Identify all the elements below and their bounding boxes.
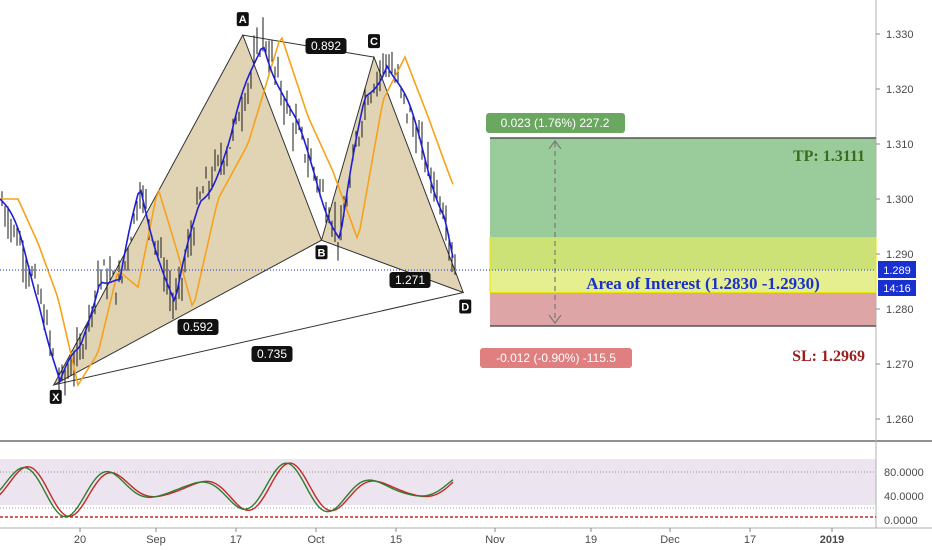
pattern-bcd[interactable] [320, 55, 465, 294]
ratio-label-xb: 0.592 [183, 320, 213, 334]
point-label-d-bg [459, 299, 472, 314]
time-tick-label: 15 [390, 534, 402, 546]
moving-averages [0, 36, 454, 387]
stochastic-series [0, 462, 876, 518]
stoch-tick-label: 40.0000 [884, 491, 924, 503]
long-position-tool[interactable] [489, 137, 877, 327]
ratio-label-xb-bg [177, 319, 219, 335]
sl-zone[interactable] [490, 292, 876, 327]
time-tick-label: Dec [660, 534, 680, 546]
ratio-label-xd: 0.735 [257, 347, 287, 361]
ma-fast-line [0, 46, 454, 384]
sl-stat-badge [480, 348, 632, 368]
price-tick-label: 1.300 [886, 194, 914, 206]
stoch-k-line [0, 462, 454, 518]
point-label-c: C [370, 36, 378, 48]
time-tick-label: Sep [146, 534, 166, 546]
arrow-head-down [548, 314, 562, 325]
stoch-band [0, 459, 876, 505]
countdown-value: 14:16 [883, 283, 911, 295]
time-tick-label: 2019 [820, 534, 844, 546]
axes: 1.330 1.320 1.310 1.300 1.290 1.280 1.270 1.260… [74, 29, 924, 546]
price-tick-label: 1.290 [886, 249, 914, 261]
ratio-label-ac-bg [305, 38, 347, 54]
pattern-xd-line[interactable] [53, 292, 464, 386]
ratio-label-ac: 0.892 [311, 39, 341, 53]
time-tick-label: 19 [585, 534, 597, 546]
time-tick-label: Nov [485, 534, 505, 546]
time-tick-label: Oct [307, 534, 324, 546]
countdown-badge [878, 280, 916, 296]
time-tick-label: 17 [744, 534, 756, 546]
time-tick-label: 17 [230, 534, 242, 546]
sl-label: SL: 1.2969 [792, 348, 865, 365]
point-label-c-bg [368, 34, 380, 49]
price-tick-label: 1.260 [886, 414, 914, 426]
area-of-interest-zone[interactable] [489, 237, 877, 293]
point-label-b-bg [315, 245, 328, 260]
price-tick-label: 1.320 [886, 84, 914, 96]
area-of-interest-label: Area of Interest (1.2830 -1.2930) [586, 274, 820, 293]
tp-stat-badge [486, 113, 625, 133]
sl-stat-text: -0.012 (-0.90%) -115.5 [496, 351, 616, 365]
point-label-x-bg [49, 389, 62, 404]
price-tick-label: 1.330 [886, 29, 914, 41]
price-tick-label: 1.270 [886, 359, 914, 371]
stoch-tick-label: 0.0000 [884, 515, 918, 527]
pattern-labels: X A B C D 0.592 0.892 1.271 0.735 [49, 12, 472, 404]
stoch-tick-label: 80.0000 [884, 467, 924, 479]
last-price-value: 1.289 [883, 265, 911, 277]
point-label-a-bg [236, 12, 249, 27]
point-label-b: B [318, 247, 326, 259]
ratio-label-xd-bg [251, 346, 293, 362]
point-label-x: X [52, 392, 60, 404]
ratio-label-bd-bg [389, 272, 431, 288]
ma-slow-line [0, 36, 454, 387]
point-label-a: A [239, 14, 247, 26]
time-tick-label: 20 [74, 534, 86, 546]
last-price-badge [878, 261, 916, 278]
price-tick-label: 1.280 [886, 304, 914, 316]
tp-label: TP: 1.3111 [793, 148, 865, 165]
tp-stat-text: 0.023 (1.76%) 227.2 [501, 116, 610, 130]
arrow-head-up [548, 139, 562, 150]
price-tick-label: 1.310 [886, 139, 914, 151]
point-label-d: D [461, 302, 469, 314]
ratio-label-bd: 1.271 [395, 273, 425, 287]
